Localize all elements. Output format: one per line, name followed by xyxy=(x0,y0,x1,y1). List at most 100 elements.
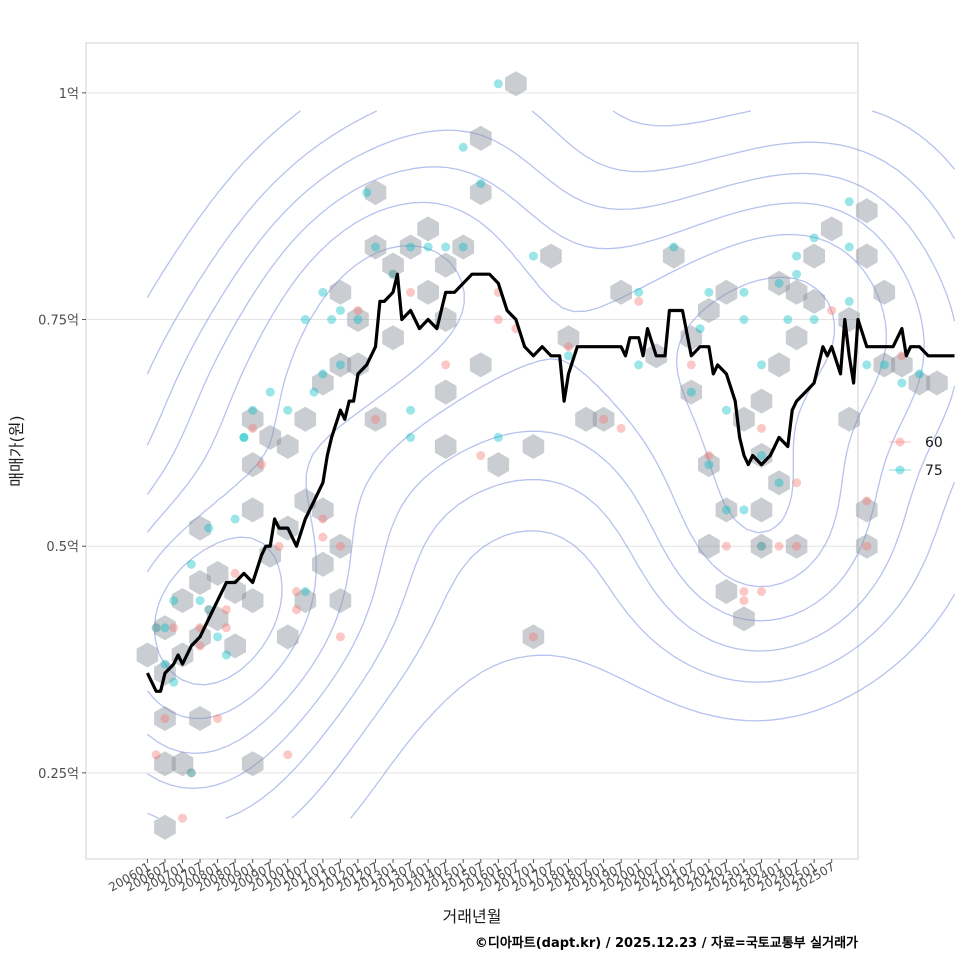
hexbin-cell xyxy=(417,279,439,305)
hexbin-cell xyxy=(136,642,159,668)
scatter-point-75 xyxy=(809,233,819,243)
hexbin-cell xyxy=(768,352,790,378)
plot-panel xyxy=(85,42,859,860)
density-contours xyxy=(146,110,956,819)
hexbin-cell xyxy=(750,497,773,523)
hexbin-cell xyxy=(189,515,211,541)
scatter-point-60 xyxy=(248,423,258,433)
hexbin-cell xyxy=(540,243,562,269)
hexbin-cell xyxy=(329,279,352,305)
hexbin-cell xyxy=(715,497,738,523)
hexbin-cell xyxy=(364,406,387,432)
scatter-point-75 xyxy=(739,505,749,515)
scatter-point-75 xyxy=(213,632,223,642)
hexbin-cell xyxy=(224,633,246,659)
scatter-point-75 xyxy=(757,451,766,461)
scatter-point-60 xyxy=(213,713,223,723)
scatter-point-75 xyxy=(704,460,714,470)
hexbin-cell xyxy=(434,379,457,405)
hexbin-cell xyxy=(171,642,194,668)
hexbin-cell xyxy=(434,434,457,459)
hexbin-cell xyxy=(241,497,264,523)
scatter-point-75 xyxy=(774,278,784,288)
scatter-point-60 xyxy=(721,541,731,551)
hexbin-cell xyxy=(855,198,878,224)
hexbin-cell xyxy=(855,243,878,269)
hexbin-cell xyxy=(347,307,369,332)
hexbin-cell xyxy=(680,379,703,405)
scatter-point-60 xyxy=(441,360,451,370)
hexbin-cell xyxy=(241,406,264,432)
scatter-point-60 xyxy=(335,632,345,642)
scatter-point-60 xyxy=(221,605,231,615)
scatter-point-75 xyxy=(335,305,345,315)
hexbin-cell xyxy=(417,216,439,242)
hexbin-cell xyxy=(873,279,896,305)
hexbin-cell xyxy=(768,470,790,496)
hexbin-cell xyxy=(189,706,211,731)
hexbin-cell xyxy=(803,288,825,314)
scatter-point-60 xyxy=(564,342,573,352)
contour-line xyxy=(146,201,887,755)
hexbin-cell xyxy=(575,406,597,432)
scatter-point-75 xyxy=(757,360,766,370)
legend-key-60 xyxy=(895,437,905,447)
hexbin-cell xyxy=(312,370,334,396)
scatter-point-75 xyxy=(862,360,872,370)
scatter-point-60 xyxy=(528,632,538,642)
scatter-point-75 xyxy=(406,405,416,415)
scatter-point-60 xyxy=(274,541,284,551)
hexbin-cell xyxy=(557,325,580,351)
scatter-point-75 xyxy=(300,315,310,325)
scatter-point-60 xyxy=(704,451,714,461)
hexbin-cell xyxy=(785,533,808,559)
scatter-point-60 xyxy=(151,750,161,760)
scatter-point-75 xyxy=(353,315,363,325)
hexbin-cell xyxy=(434,252,457,278)
scatter-point-75 xyxy=(318,287,328,297)
contour-line xyxy=(153,536,283,686)
scatter-point-75 xyxy=(844,197,854,207)
hexbin-cell xyxy=(189,570,211,595)
hexbin-cell xyxy=(154,814,176,840)
hexbin-cell xyxy=(329,588,352,614)
scatter-point-75 xyxy=(686,387,696,397)
hexbin-cell xyxy=(803,243,825,269)
hexbin-cell xyxy=(908,370,931,396)
hexbin-cell xyxy=(855,497,878,523)
scatter-point-75 xyxy=(335,360,345,370)
x-axis-title: 거래년월 xyxy=(443,907,502,926)
hexbin-cell xyxy=(715,279,738,305)
scatter-point-60 xyxy=(774,541,784,551)
contour-line xyxy=(146,129,956,819)
scatter-point-60 xyxy=(739,587,749,597)
scatter-point-75 xyxy=(309,387,319,397)
hexbin-cell xyxy=(399,234,422,260)
scatter-point-75 xyxy=(169,596,179,606)
scatter-point-60 xyxy=(169,623,179,633)
hexbin-cell xyxy=(154,615,176,641)
scatter-point-60 xyxy=(371,414,380,424)
hexbin-cell xyxy=(522,434,545,459)
scatter-point-75 xyxy=(423,242,433,252)
hexbin-cell xyxy=(785,279,808,305)
scatter-point-75 xyxy=(371,242,380,252)
scatter-point-60 xyxy=(757,541,766,551)
scatter-point-60 xyxy=(406,287,416,297)
hexbin-cell xyxy=(838,406,861,432)
y-tick-label: 1억 xyxy=(59,87,79,102)
hexbin-cell xyxy=(750,533,773,559)
hexbin-cell xyxy=(592,406,615,432)
scatter-points xyxy=(151,79,924,823)
hexbin-cell xyxy=(224,579,246,604)
scatter-point-75 xyxy=(230,514,240,524)
hexbin-cell xyxy=(276,434,299,459)
hexbin-cell xyxy=(382,252,404,278)
scatter-point-75 xyxy=(239,432,249,442)
hexbin-cell xyxy=(820,216,843,242)
scatter-point-75 xyxy=(809,315,819,325)
hexbin-cell xyxy=(364,234,387,260)
scatter-point-75 xyxy=(695,324,705,334)
hexbin-cell xyxy=(241,751,264,777)
